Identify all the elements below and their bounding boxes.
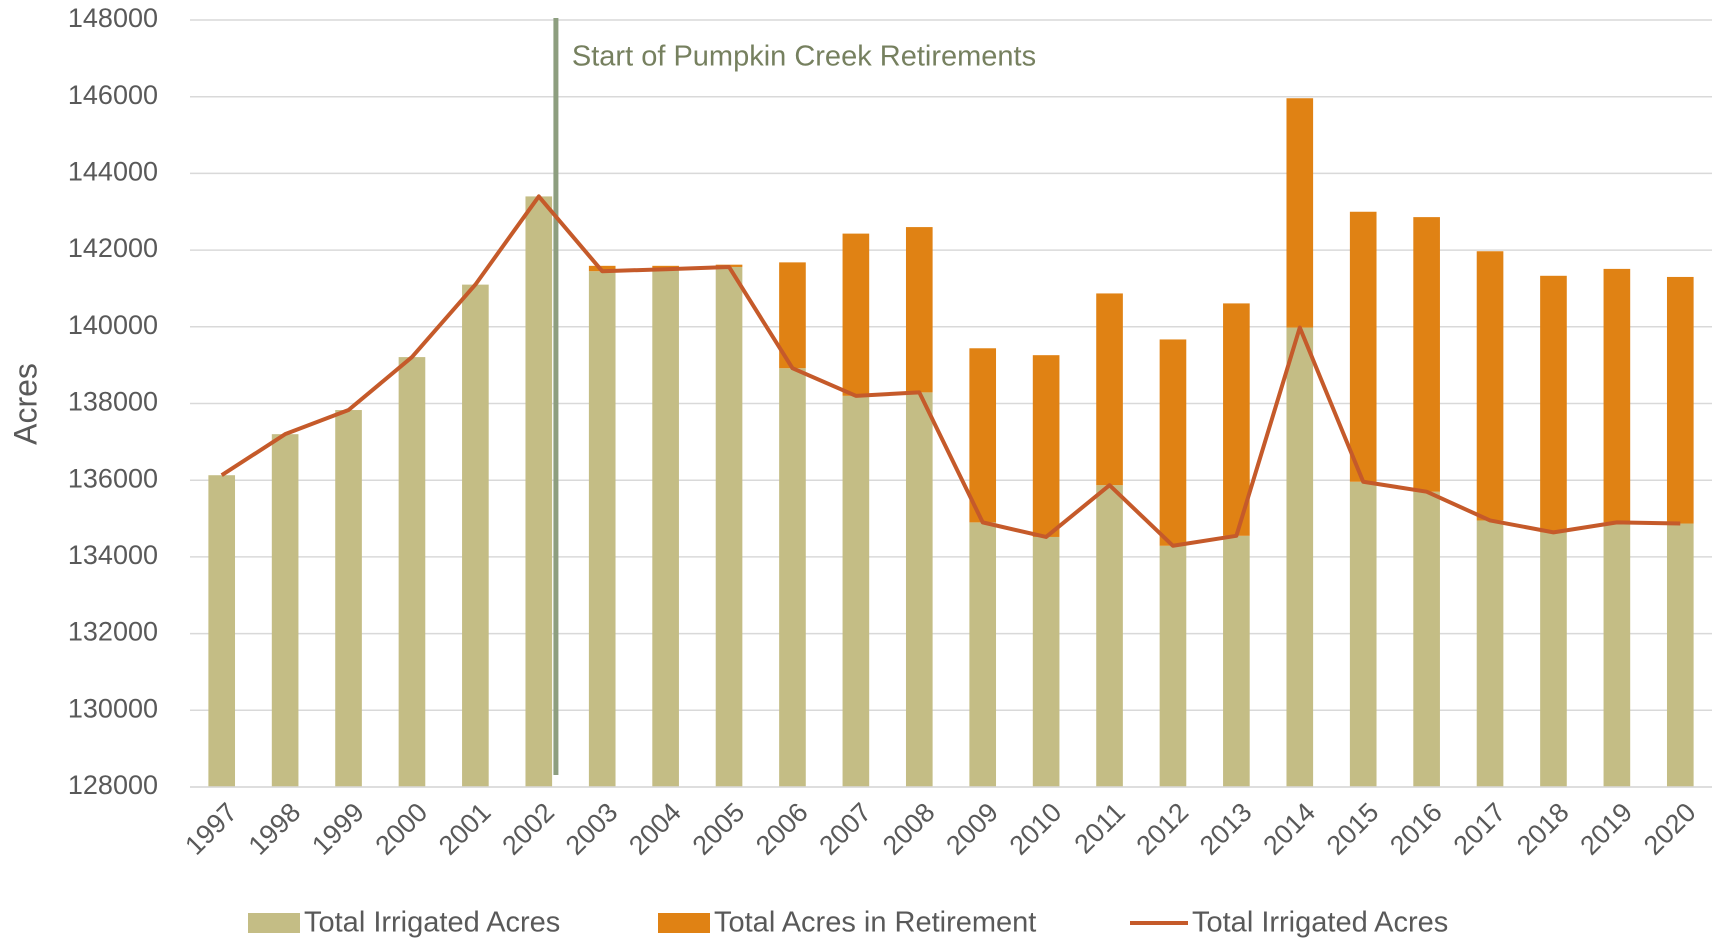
x-tick-label: 2011 (1069, 797, 1131, 859)
x-tick-label: 2007 (813, 797, 877, 861)
bar (1603, 268, 1631, 523)
bar (1032, 536, 1060, 787)
x-tick-label: 1999 (306, 797, 370, 861)
bar (1159, 545, 1187, 787)
x-tick-label: 2018 (1511, 797, 1575, 861)
x-tick-label: 2012 (1131, 797, 1195, 861)
bar (335, 410, 362, 787)
bar (1540, 275, 1567, 533)
bar (1666, 276, 1694, 524)
bar (208, 475, 236, 787)
y-tick-label: 128000 (68, 770, 158, 800)
bar (1413, 217, 1440, 492)
bar (905, 227, 933, 393)
bar (1349, 481, 1377, 787)
y-tick-label: 134000 (68, 540, 158, 570)
bar (779, 368, 806, 787)
y-tick-label: 138000 (68, 387, 158, 417)
x-tick-label: 2004 (623, 797, 687, 861)
bar (1666, 523, 1694, 787)
bar (842, 233, 870, 396)
y-tick-label: 136000 (68, 463, 158, 493)
legend-swatch (248, 913, 300, 933)
bar (969, 522, 997, 787)
x-tick-label: 2008 (877, 797, 941, 861)
y-tick-label: 132000 (68, 617, 158, 647)
bar (1540, 532, 1567, 787)
bar (1223, 535, 1250, 787)
x-tick-label: 2003 (560, 797, 624, 861)
x-tick-label: 2015 (1321, 797, 1385, 861)
x-tick-label: 2005 (687, 797, 751, 861)
bar (715, 266, 743, 787)
bar (1476, 251, 1504, 521)
bar (1413, 491, 1440, 787)
x-tick-label: 2013 (1194, 797, 1258, 861)
x-tick-label: 1998 (243, 797, 307, 861)
legend-label: Total Acres in Retirement (714, 907, 1036, 939)
legend-swatch (658, 913, 710, 933)
bar (1223, 303, 1250, 536)
x-tick-label: 2014 (1257, 797, 1321, 861)
x-tick-label: 2001 (433, 797, 497, 861)
x-tick-label: 2019 (1574, 797, 1638, 861)
bar (969, 348, 997, 523)
legend-label: Total Irrigated Acres (304, 907, 560, 939)
bar (398, 357, 426, 787)
bar (652, 269, 679, 787)
bar (905, 392, 933, 787)
bar (525, 196, 553, 787)
bar (1286, 98, 1314, 328)
legend-label: Total Irrigated Acres (1192, 907, 1448, 939)
bar (842, 395, 870, 787)
x-tick-label: 2010 (1004, 797, 1068, 861)
y-axis-title: Acres (7, 363, 43, 445)
bar (271, 434, 299, 787)
x-tick-label: 2016 (1384, 797, 1448, 861)
legend: Total Irrigated Acres Total Acres in Reti… (248, 907, 1448, 939)
bar (1159, 339, 1187, 546)
x-tick-label: 2020 (1638, 797, 1702, 861)
y-tick-label: 148000 (68, 3, 158, 33)
line (220, 194, 1681, 548)
x-tick-label: 1997 (179, 797, 243, 861)
bar (1286, 327, 1314, 787)
bar (1096, 293, 1123, 486)
y-tick-label: 142000 (68, 233, 158, 263)
y-tick-label: 144000 (68, 157, 158, 187)
bar (1349, 211, 1377, 482)
bar (1096, 485, 1123, 787)
bar (1032, 355, 1060, 537)
bar (462, 284, 489, 787)
x-tick-label: 2000 (370, 797, 434, 861)
bar (1476, 520, 1504, 787)
y-tick-label: 146000 (68, 80, 158, 110)
x-tick-label: 2009 (940, 797, 1004, 861)
y-tick-label: 130000 (68, 693, 158, 723)
y-tick-label: 140000 (68, 310, 158, 340)
x-tick-label: 2002 (496, 797, 560, 861)
x-tick-label: 2017 (1448, 797, 1512, 861)
x-tick-label: 2006 (750, 797, 814, 861)
annotation: Start of Pumpkin Creek Retirements (572, 41, 1036, 73)
bar (588, 271, 616, 787)
bar (1603, 522, 1631, 787)
